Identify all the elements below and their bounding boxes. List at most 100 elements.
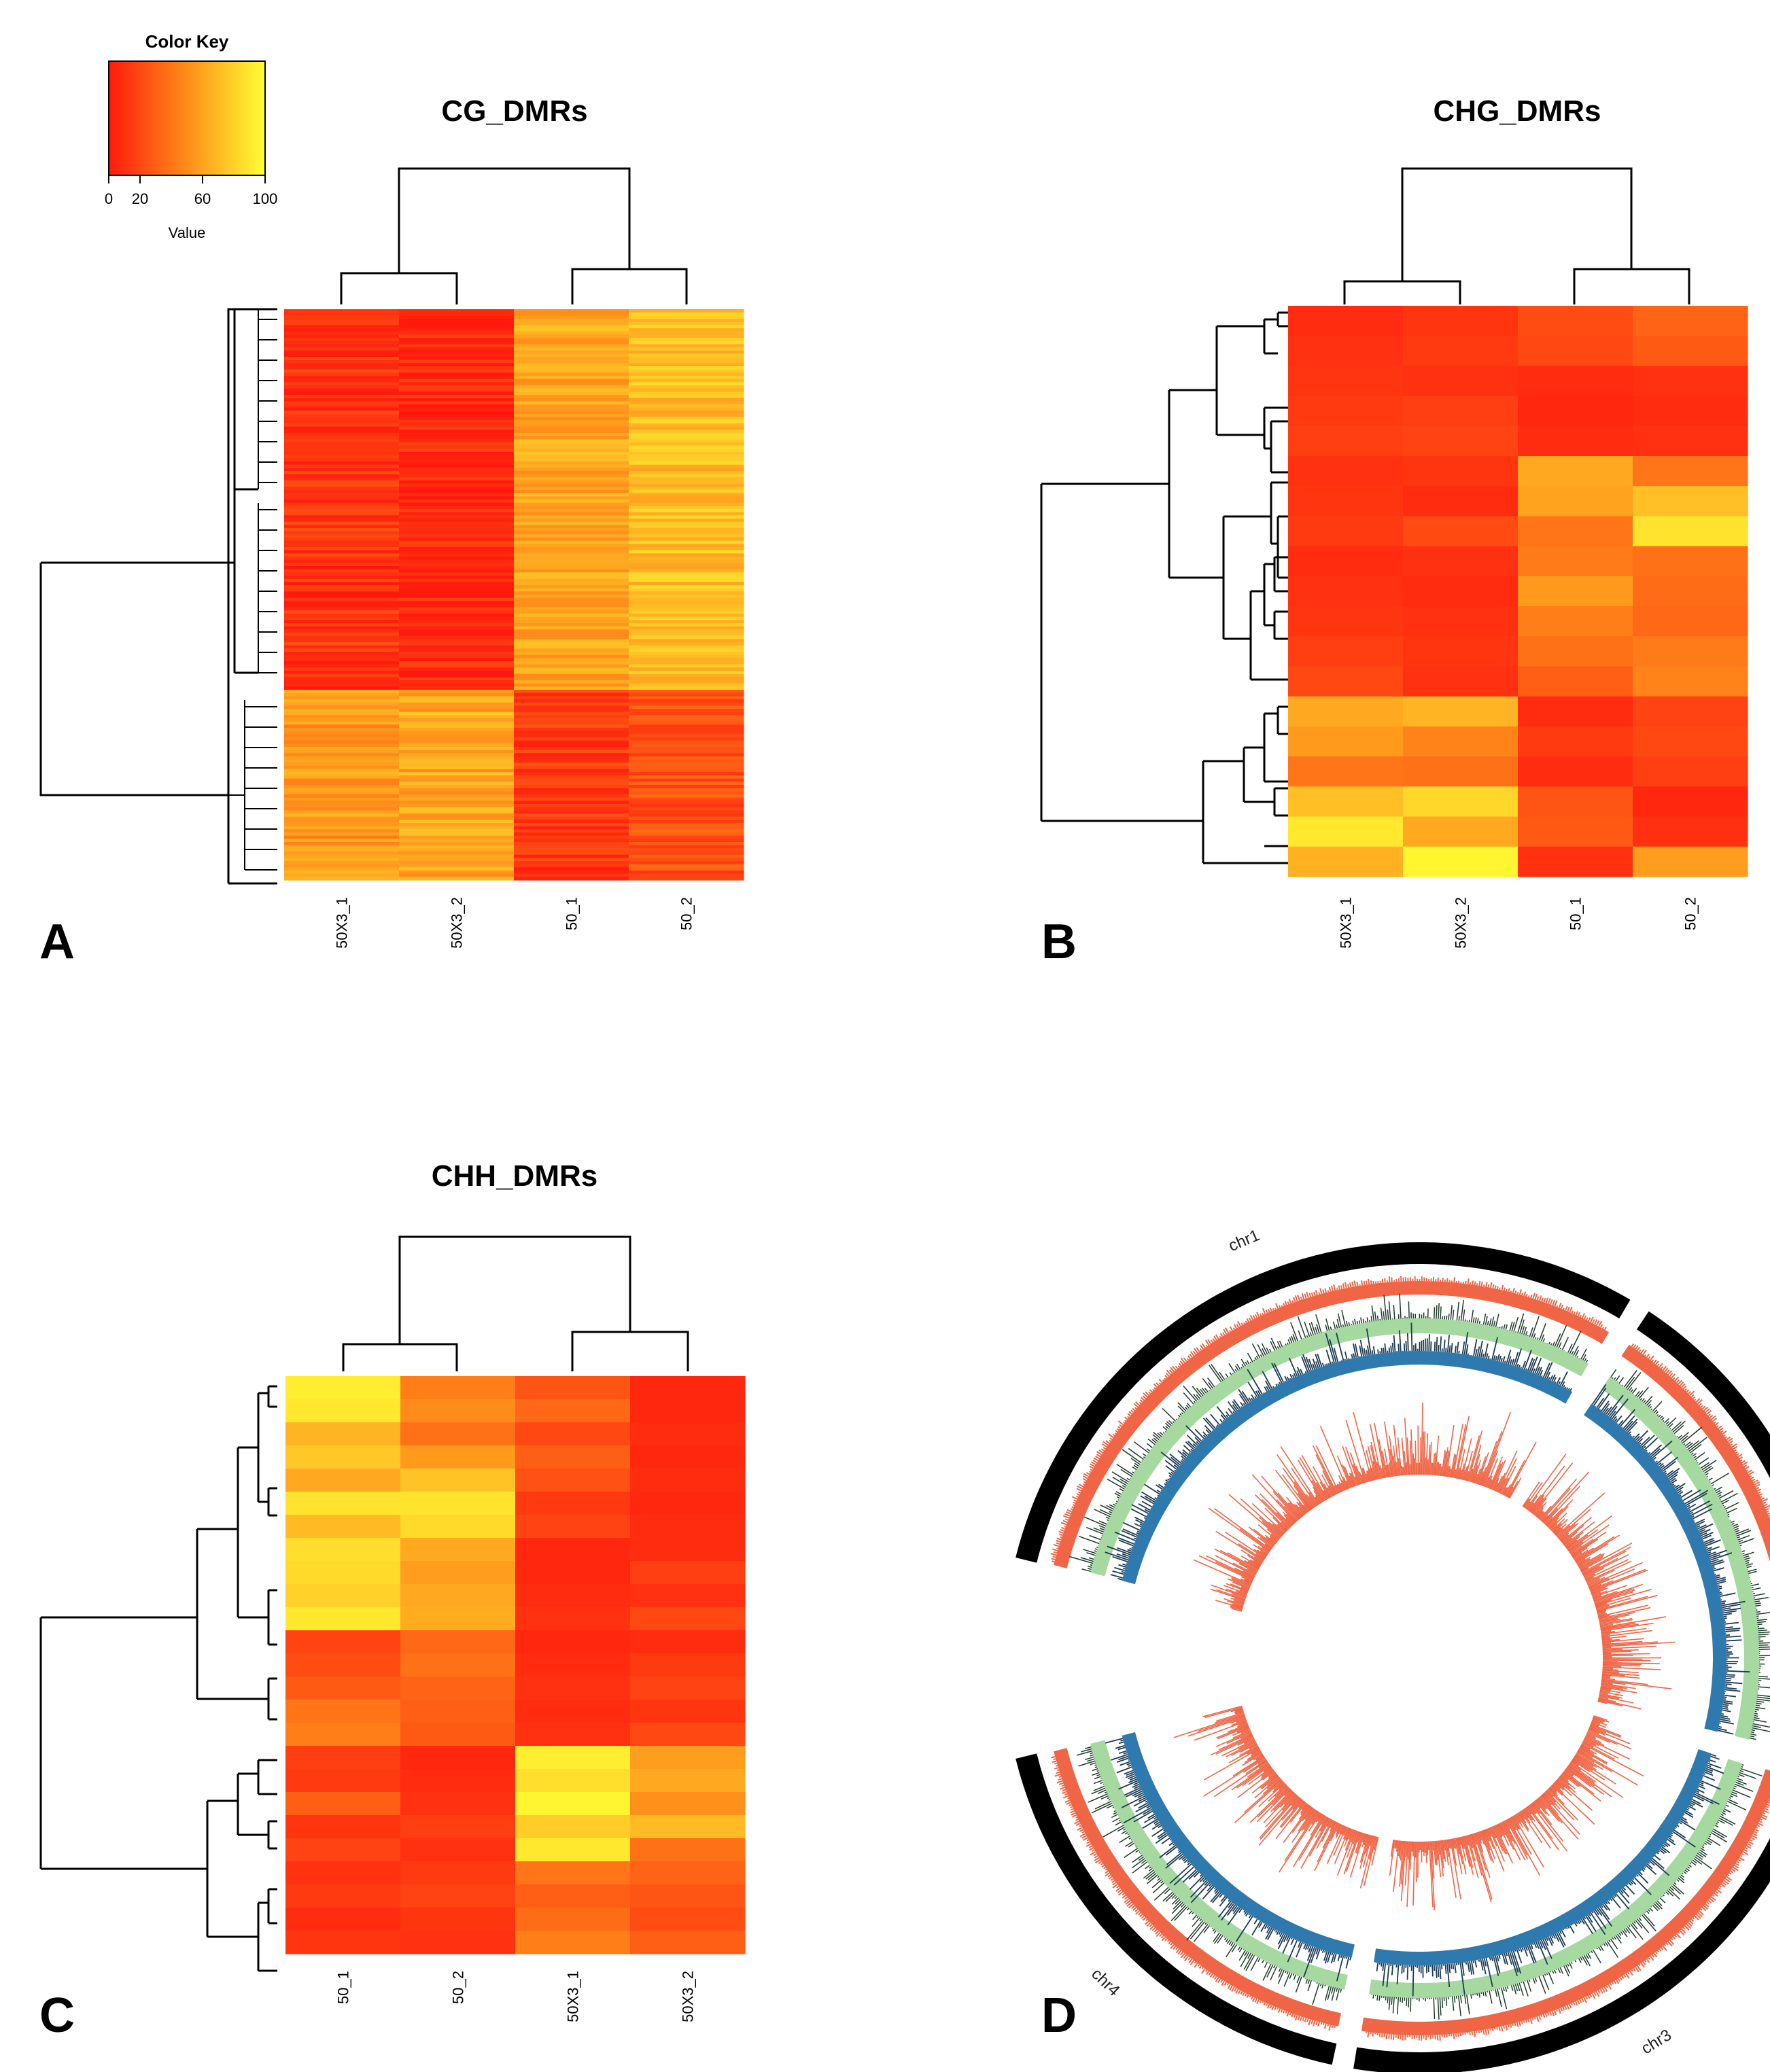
heatmap-cell: [399, 521, 515, 525]
heatmap-cell: [399, 366, 515, 370]
heatmap-cell: [1518, 576, 1633, 607]
heatmap-cell: [285, 1584, 401, 1608]
heatmap-cell: [285, 1931, 401, 1954]
heatmap-cell: [514, 635, 629, 639]
heatmap-cell: [514, 607, 629, 611]
heatmap-cell: [514, 331, 629, 335]
heatmap-cell: [1518, 606, 1633, 637]
heatmap-cell: [284, 585, 400, 589]
heatmap-cell: [284, 525, 400, 529]
heatmap-cell: [629, 766, 744, 770]
heatmap-cell: [399, 788, 515, 792]
heatmap-cell: [399, 718, 515, 722]
heatmap-cell: [400, 1584, 516, 1608]
heatmap-cell: [284, 309, 400, 313]
heatmap-cell: [284, 858, 400, 862]
heatmap-cell: [629, 395, 744, 399]
heatmap-cell: [629, 512, 744, 516]
panel-a-dendrograms: [39, 167, 688, 885]
heatmap-cell: [284, 321, 400, 326]
heatmap-cell: [284, 429, 400, 434]
heatmap-cell: [629, 340, 744, 345]
heatmap-cell: [284, 759, 400, 763]
heatmap-cell: [399, 826, 515, 830]
heatmap-cell: [399, 359, 515, 364]
heatmap-cell: [284, 839, 400, 843]
track-2-spikes: [1610, 1369, 1770, 1740]
heatmap-cell: [284, 715, 400, 719]
track-3-spikes: [1375, 1753, 1724, 1997]
heatmap-cell: [515, 1653, 631, 1677]
chromosome-label: chr1: [1226, 1226, 1263, 1255]
heatmap-cell: [514, 794, 629, 798]
heatmap-cell: [284, 544, 400, 548]
panel-a-column-dendrogram: [340, 167, 688, 304]
heatmap-cell: [629, 493, 744, 497]
heatmap-cell: [514, 417, 629, 421]
heatmap-cell: [399, 750, 515, 754]
column-label: 50X3_2: [449, 897, 466, 949]
panel-b-column-dendrogram: [1343, 167, 1690, 304]
heatmap-cell: [399, 369, 515, 373]
heatmap-cell: [399, 588, 515, 592]
heatmap-cell: [284, 661, 400, 665]
heatmap-cell: [1518, 546, 1633, 577]
heatmap-cell: [399, 810, 515, 814]
heatmap-cell: [284, 728, 400, 732]
heatmap-cell: [284, 664, 400, 668]
heatmap-cell: [629, 531, 744, 535]
heatmap-cell: [284, 359, 400, 364]
heatmap-cell: [399, 585, 515, 589]
heatmap-cell: [514, 395, 629, 399]
heatmap-cell: [629, 369, 744, 373]
color-key-tick-label: 100: [253, 190, 278, 207]
heatmap-cell: [629, 576, 744, 580]
heatmap-cell: [284, 645, 400, 649]
heatmap-cell: [285, 1861, 401, 1885]
heatmap-cell: [514, 826, 629, 830]
heatmap-cell: [284, 449, 400, 453]
heatmap-cell: [1403, 396, 1519, 427]
heatmap-cell: [514, 756, 629, 760]
heatmap-cell: [284, 797, 400, 801]
heatmap-cell: [284, 604, 400, 608]
heatmap-cell: [399, 671, 515, 675]
heatmap-cell: [515, 1422, 631, 1446]
heatmap-cell: [284, 671, 400, 675]
heatmap-cell: [284, 654, 400, 659]
panel-c-column-labels: 50_1 50_2 50X3_1 50X3_2: [335, 1971, 697, 2022]
heatmap-cell: [514, 873, 629, 877]
heatmap-cell: [514, 439, 629, 443]
heatmap-cell: [1403, 786, 1519, 818]
heatmap-cell: [629, 743, 744, 748]
heatmap-cell: [514, 829, 629, 833]
heatmap-cell: [514, 769, 629, 773]
heatmap-cell: [399, 363, 515, 367]
heatmap-cell: [514, 455, 629, 459]
heatmap-cell: [284, 616, 400, 620]
heatmap-cell: [284, 502, 400, 506]
heatmap-cell: [285, 1492, 401, 1515]
heatmap-cell: [629, 372, 744, 376]
heatmap-cell: [399, 791, 515, 795]
heatmap-cell: [629, 338, 744, 342]
heatmap-cell: [284, 563, 400, 567]
heatmap-cell: [284, 382, 400, 386]
heatmap-cell: [399, 654, 515, 659]
heatmap-cell: [399, 395, 515, 399]
heatmap-cell: [399, 804, 515, 808]
heatmap-cell: [284, 740, 400, 744]
heatmap-cell: [399, 426, 515, 430]
heatmap-cell: [515, 1561, 631, 1585]
heatmap-cell: [284, 677, 400, 681]
heatmap-cell: [284, 718, 400, 722]
heatmap-cell: [629, 331, 744, 335]
color-key-label: Value: [169, 224, 206, 241]
heatmap-cell: [1633, 606, 1748, 637]
heatmap-cell: [399, 376, 515, 380]
heatmap-cell: [399, 597, 515, 601]
panel-b-dendrograms: [1040, 167, 1690, 864]
heatmap-cell: [514, 363, 629, 367]
panel-c-column-dendrogram: [342, 1235, 689, 1371]
heatmap-cell: [399, 845, 515, 849]
